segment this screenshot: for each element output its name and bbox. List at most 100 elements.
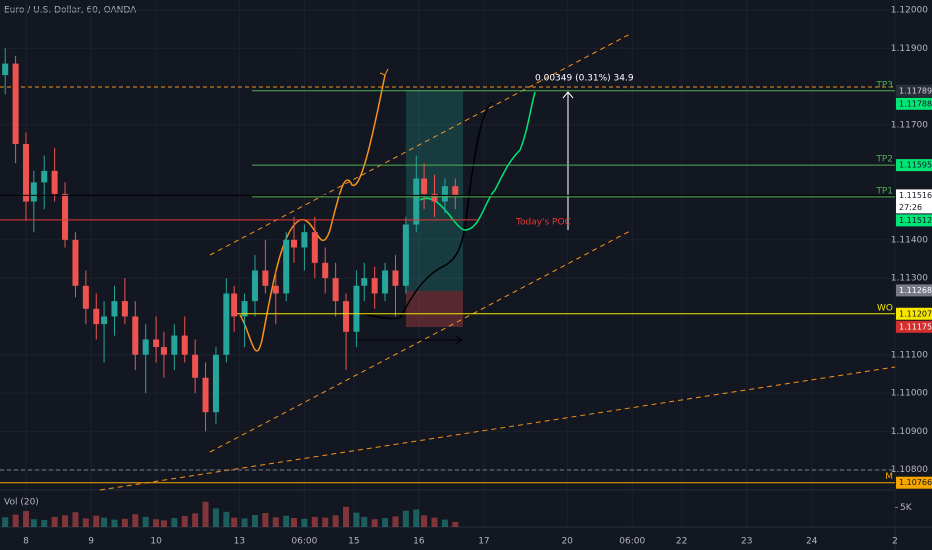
volume-bar — [223, 511, 230, 527]
volume-bar — [231, 517, 238, 527]
volume-bar — [343, 506, 350, 527]
volume-bar — [301, 518, 308, 527]
level-label: Today's POC — [515, 217, 571, 227]
price-tag-label: 1.11516 — [899, 191, 932, 200]
candle-body — [290, 239, 297, 248]
volume-bar — [421, 515, 428, 527]
volume-bar — [361, 516, 368, 527]
level-label: WO — [877, 303, 893, 313]
volume-bar — [160, 520, 167, 527]
candle-body — [283, 239, 290, 294]
x-tick-label: 17 — [478, 537, 489, 547]
candle-body — [132, 316, 139, 355]
volume-bar — [283, 515, 290, 527]
volume-bar — [101, 517, 108, 527]
volume-bar — [23, 511, 30, 527]
candle-body — [322, 262, 329, 279]
candle-body — [392, 270, 399, 286]
measure-label: 0.00349 (0.31%) 34.9 — [535, 74, 634, 84]
volume-bar — [431, 517, 438, 527]
projection-green — [419, 91, 536, 231]
volume-bar — [402, 510, 409, 527]
price-tag — [896, 307, 932, 320]
volume-bar — [93, 515, 100, 527]
countdown: 27:26 — [899, 203, 922, 212]
candle-body — [311, 232, 318, 263]
volume-bar — [202, 501, 209, 527]
projection-orange — [239, 74, 386, 352]
y-tick-label: 1.11300 — [891, 274, 928, 284]
candle-body — [192, 354, 199, 378]
x-tick-label: 2 — [892, 537, 898, 547]
x-tick-label: 20 — [561, 537, 573, 547]
volume-bar — [332, 515, 339, 527]
candle-body — [160, 347, 167, 355]
price-tag — [896, 189, 932, 214]
y-tick-label: 1.10900 — [891, 427, 928, 437]
candle-body — [421, 178, 428, 194]
channel-upper — [209, 32, 633, 256]
price-tag-label: 1.11268 — [899, 286, 932, 295]
candle-body — [93, 308, 100, 325]
y-tick-label: 1.12000 — [891, 5, 928, 15]
candle-body — [153, 339, 160, 348]
candle-body — [121, 301, 128, 317]
x-tick-label: 06:00 — [291, 537, 317, 547]
volume-bar — [322, 517, 329, 527]
volume-bar — [262, 513, 269, 527]
volume-bar — [2, 517, 9, 527]
volume-bar — [212, 508, 219, 527]
volume-bar — [272, 517, 279, 527]
price-tag — [896, 284, 932, 297]
volume-bar — [72, 512, 79, 527]
price-tag — [896, 214, 932, 227]
volume-bar — [371, 519, 378, 527]
candle-body — [353, 285, 360, 332]
channel-lower — [209, 229, 633, 453]
candle-body — [223, 293, 230, 355]
x-tick-label: 13 — [234, 537, 245, 547]
level-label: TP1 — [875, 186, 893, 196]
drawings — [0, 32, 896, 491]
candle-body — [272, 285, 279, 294]
volume-bar — [171, 518, 178, 527]
candle-body — [361, 278, 368, 286]
y-tick-label: 1.11400 — [891, 235, 928, 245]
y-tick-label: 1.11000 — [891, 389, 928, 399]
x-tick-label: 15 — [348, 537, 359, 547]
candle-body — [382, 270, 389, 294]
price-tag-label: 1.11788 — [899, 99, 932, 108]
y-tick-label: 1.11700 — [891, 120, 928, 130]
volume-label: Vol (20) — [4, 498, 39, 508]
level-label: TP3 — [875, 80, 893, 90]
stop-zone — [406, 291, 463, 327]
volume-bar — [290, 518, 297, 527]
candle-body — [51, 170, 58, 194]
candle-body — [111, 301, 118, 317]
candle-body — [402, 224, 409, 286]
volume-bar — [181, 516, 188, 527]
chart-title: Euro / U.S. Dollar, 60, OANDA — [4, 6, 137, 16]
volume-bar — [251, 514, 258, 527]
x-tick-label: 06:00 — [619, 537, 645, 547]
arrow-head — [562, 91, 574, 99]
candle-body — [231, 293, 238, 317]
x-tick-label: 23 — [741, 537, 752, 547]
price-tag — [896, 159, 932, 172]
volume-bar — [142, 516, 149, 527]
candle-body — [23, 144, 30, 202]
volume-bar — [241, 518, 248, 527]
price-tag — [896, 320, 932, 333]
volume-bar — [12, 514, 19, 527]
candle-body — [332, 278, 339, 302]
price-tag-label: 1.11512 — [899, 216, 932, 225]
x-tick-label: 24 — [806, 537, 818, 547]
x-tick-label: 16 — [413, 537, 425, 547]
candle-body — [101, 316, 108, 325]
y-tick-label: 1.11900 — [891, 44, 928, 54]
candle-body — [413, 178, 420, 225]
volume-bar — [311, 516, 318, 527]
volume-bar — [62, 515, 69, 527]
candle-body — [62, 193, 69, 240]
